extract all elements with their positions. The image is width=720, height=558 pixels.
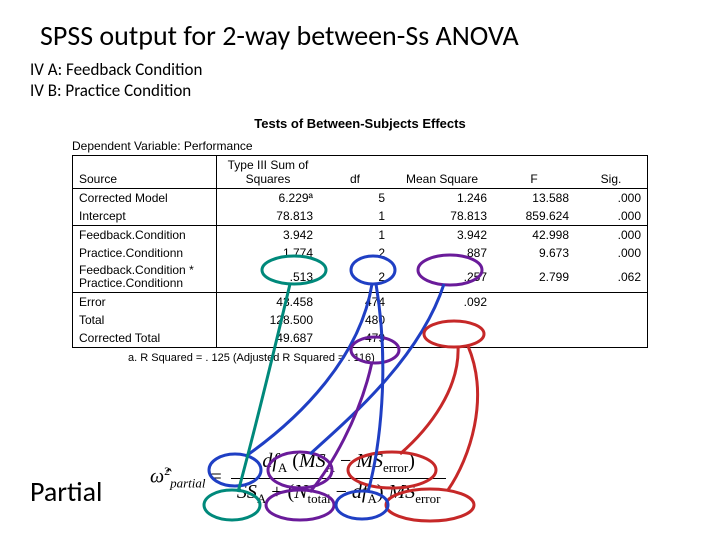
col-source: Source: [73, 155, 217, 188]
col-ss: Type III Sum of Squares: [217, 155, 320, 188]
iv-b: IV B: Practice Condition: [30, 80, 720, 101]
iv-labels: IV A: Feedback Condition IV B: Practice …: [30, 59, 720, 102]
col-f: F: [493, 155, 575, 188]
anova-table-container: Tests of Between-Subjects Effects Depend…: [72, 116, 648, 364]
col-sig: Sig.: [575, 155, 648, 188]
partial-label: Partial: [30, 474, 102, 509]
table-row: Error 43.458 474 .092: [73, 292, 648, 311]
partial-omega-formula: ω̂2partial = dfA (MSA − MSerror) SSA + (…: [150, 450, 450, 507]
slide-title: SPSS output for 2-way between-Ss ANOVA: [40, 18, 720, 53]
table-row: Corrected Total 49.687 479: [73, 329, 648, 348]
col-ms: Mean Square: [391, 155, 493, 188]
col-df: df: [319, 155, 391, 188]
table-heading: Tests of Between-Subjects Effects: [72, 116, 648, 131]
iv-a: IV A: Feedback Condition: [30, 59, 720, 80]
table-row: Feedback.Condition * Practice.Conditionn…: [73, 262, 648, 293]
mserr-connector-2: [448, 346, 478, 490]
table-footnote: a. R Squared = . 125 (Adjusted R Squared…: [128, 352, 648, 364]
table-row: Intercept 78.813 1 78.813 859.624 .000: [73, 207, 648, 226]
anova-table: Source Type III Sum of Squares df Mean S…: [72, 155, 648, 348]
table-row: Practice.Conditionn 1.774 2 .887 9.673 .…: [73, 244, 648, 262]
anova-tbody: Corrected Model 6.229ª 5 1.246 13.588 .0…: [73, 188, 648, 347]
table-row: Corrected Model 6.229ª 5 1.246 13.588 .0…: [73, 188, 648, 207]
table-row: Total 128.500 480: [73, 311, 648, 329]
table-row: Feedback.Condition 3.942 1 3.942 42.998 …: [73, 225, 648, 244]
dependent-variable: Dependent Variable: Performance: [72, 139, 648, 153]
